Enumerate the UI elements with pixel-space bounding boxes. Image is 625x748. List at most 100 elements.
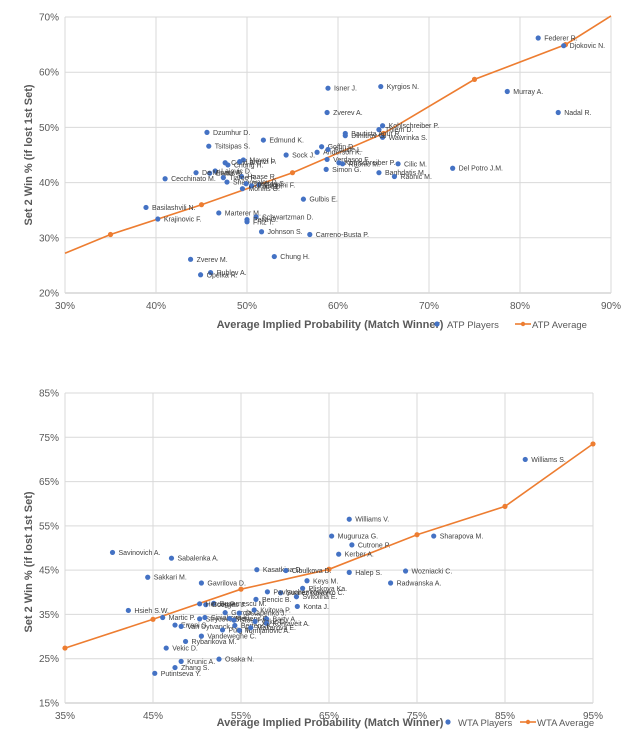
player-label: Verdasco F. — [333, 157, 370, 164]
player-dot — [226, 615, 233, 622]
player-point: Savinovich A. — [109, 549, 161, 557]
player-label: Paire B. — [258, 183, 283, 190]
player-dot — [197, 272, 204, 278]
player-dot — [263, 620, 270, 626]
player-label: Marterer M. — [225, 210, 261, 217]
player-point: Shapovalov D. — [224, 179, 279, 187]
player-dot — [300, 585, 306, 591]
player-dot — [522, 456, 528, 463]
player-label: Kohlschreiber P. — [389, 123, 440, 130]
player-point: Chung H. — [225, 162, 264, 169]
player-dot — [264, 589, 270, 595]
player-dot — [187, 256, 194, 262]
wta-average-series — [62, 441, 596, 651]
player-dot — [379, 123, 386, 129]
player-dot — [379, 134, 386, 140]
player-dot — [319, 144, 325, 150]
player-dot — [431, 533, 437, 539]
player-point: Svitolina E. — [293, 594, 338, 601]
player-label: Kasatkina D. — [263, 567, 303, 574]
player-label: Makarova E. — [257, 625, 296, 632]
wta-legend: WTA Players WTA Average — [445, 718, 594, 729]
player-point: Fritz T. — [244, 219, 274, 226]
player-dot — [535, 35, 541, 41]
player-label: Van Uytvanck A. — [187, 624, 238, 631]
player-point: Bencic B. — [253, 596, 292, 604]
player-dot — [402, 568, 409, 574]
player-dot — [271, 253, 277, 260]
player-label: Rublev A. — [217, 270, 247, 277]
player-point: Djokovic N. — [561, 43, 605, 50]
player-dot — [248, 625, 254, 631]
player-point: Raonic M. — [391, 173, 432, 181]
player-dot — [211, 600, 217, 606]
player-point: Krajinovic F. — [155, 216, 202, 224]
player-dot — [263, 616, 270, 622]
player-point: Raonic M. — [339, 161, 380, 168]
player-dot — [388, 580, 394, 586]
legend-dot-icon — [434, 321, 440, 327]
player-label: Querrey S. — [252, 181, 286, 188]
player-point: Konta J. — [294, 603, 329, 611]
player-label: Svitolina E. — [302, 594, 337, 601]
atp-legend: ATP Players ATP Average — [434, 320, 587, 331]
player-point: Verdasco F. — [324, 156, 370, 164]
player-point: Mertens E. — [226, 615, 269, 623]
x-tick-label: 55% — [231, 711, 251, 722]
player-point: Muguruza G. — [329, 533, 378, 541]
player-dot — [236, 627, 242, 633]
player-dot — [219, 627, 226, 633]
player-label: Raonic M. — [400, 174, 432, 181]
player-dot — [182, 638, 189, 645]
player-point: Kvitova P. — [251, 607, 291, 615]
wta-x-ticks: 35% 45% 55% 65% 75% 85% 95% — [55, 711, 603, 722]
player-label: Bautista Agut R. — [351, 131, 401, 138]
player-dot — [222, 610, 228, 616]
x-tick-label: 75% — [407, 711, 427, 722]
player-point: Tiafoe F. — [220, 175, 256, 182]
player-dot — [248, 183, 255, 189]
player-dot — [125, 607, 131, 614]
player-point: Pouille L. — [325, 146, 363, 154]
player-point: Murray A. — [504, 88, 543, 96]
x-tick-label: 80% — [510, 301, 530, 312]
player-dot — [145, 574, 151, 580]
player-dot — [253, 214, 259, 220]
player-dot — [256, 182, 262, 188]
player-dot — [307, 231, 313, 238]
player-dot — [168, 555, 175, 561]
player-dot — [391, 173, 398, 180]
player-dot — [231, 617, 237, 623]
player-dot — [216, 210, 222, 216]
player-point: Lajovic D. — [212, 168, 252, 176]
player-point: Zverev M. — [187, 256, 228, 264]
player-label: Coric B. — [231, 160, 256, 167]
atp-legend-average: ATP Average — [532, 320, 587, 331]
player-dot — [314, 149, 320, 155]
player-dot — [162, 176, 168, 182]
player-label: Lajovic D. — [221, 169, 252, 176]
player-point: Sakkari M. — [145, 574, 187, 582]
player-point: Makarova E. — [248, 625, 296, 632]
player-label: Hsieh S.W. — [134, 608, 169, 615]
player-point: Pavlyuchenkova A. — [264, 589, 333, 596]
player-dot — [304, 578, 310, 584]
player-point: Kasatkina D. — [254, 567, 303, 574]
player-label: Edmund K. — [269, 138, 304, 145]
x-tick-label: 35% — [55, 711, 75, 722]
player-label: Fritz T. — [253, 219, 274, 226]
player-dot — [251, 607, 257, 613]
player-point: Kyrgios N. — [378, 83, 419, 91]
y-tick-label: 45% — [39, 566, 59, 577]
atp-y-ticks: 20% 30% 40% 50% 60% 70% — [39, 13, 59, 300]
player-point: Garcia C. — [222, 610, 261, 617]
player-dot — [208, 269, 214, 276]
player-dot — [243, 181, 249, 187]
player-dot — [323, 166, 329, 172]
player-point: Kontaveit A. — [263, 620, 310, 628]
legend-dot-icon — [445, 719, 451, 725]
wta-legend-average: WTA Average — [537, 718, 594, 729]
player-label: Osaka N. — [225, 657, 254, 664]
player-dot — [376, 170, 382, 176]
player-dot — [324, 156, 330, 163]
